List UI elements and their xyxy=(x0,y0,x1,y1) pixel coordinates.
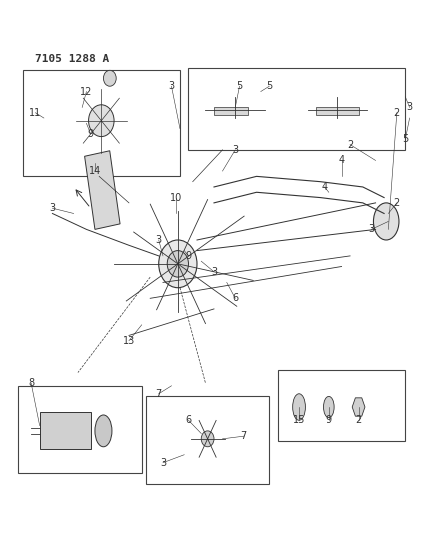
Text: 6: 6 xyxy=(232,293,238,303)
Bar xyxy=(18,386,142,473)
Text: 3: 3 xyxy=(160,458,166,467)
Text: 5: 5 xyxy=(402,134,408,144)
Text: 7: 7 xyxy=(241,431,247,441)
Text: 9: 9 xyxy=(326,415,332,425)
Bar xyxy=(188,68,405,150)
Bar xyxy=(214,108,248,115)
Text: 5: 5 xyxy=(236,81,243,91)
Text: 2: 2 xyxy=(347,140,353,150)
Text: 4: 4 xyxy=(339,156,345,165)
Bar xyxy=(278,370,405,441)
Ellipse shape xyxy=(324,397,334,418)
Circle shape xyxy=(167,251,188,277)
Circle shape xyxy=(104,70,116,86)
Text: 13: 13 xyxy=(123,336,135,346)
Ellipse shape xyxy=(374,203,399,240)
Text: 7: 7 xyxy=(156,389,162,399)
Text: 5: 5 xyxy=(266,81,272,91)
Text: 2: 2 xyxy=(394,108,400,118)
Text: 3: 3 xyxy=(407,102,413,112)
Bar xyxy=(23,70,180,176)
Text: 2: 2 xyxy=(394,198,400,208)
Text: 9: 9 xyxy=(185,251,192,261)
Bar xyxy=(146,397,269,484)
Text: 2: 2 xyxy=(355,415,362,425)
Text: 3: 3 xyxy=(168,81,175,91)
Text: 3: 3 xyxy=(49,203,56,213)
Text: 10: 10 xyxy=(169,192,182,203)
Circle shape xyxy=(159,240,197,288)
Text: 9: 9 xyxy=(88,129,94,139)
Text: 6: 6 xyxy=(185,415,192,425)
Circle shape xyxy=(201,431,214,447)
Text: 4: 4 xyxy=(321,182,327,192)
Bar xyxy=(85,151,120,229)
Text: 7105 1288 A: 7105 1288 A xyxy=(36,54,110,64)
Text: 14: 14 xyxy=(89,166,101,176)
Text: 11: 11 xyxy=(29,108,42,118)
Text: 3: 3 xyxy=(156,235,162,245)
Text: 12: 12 xyxy=(80,86,92,96)
Text: 3: 3 xyxy=(232,145,238,155)
Text: 3: 3 xyxy=(368,224,374,235)
Circle shape xyxy=(89,105,114,136)
Text: 15: 15 xyxy=(293,415,305,425)
Bar xyxy=(316,108,359,115)
Ellipse shape xyxy=(95,415,112,447)
Text: 8: 8 xyxy=(28,378,34,388)
Ellipse shape xyxy=(293,394,306,420)
Polygon shape xyxy=(352,398,365,416)
Bar xyxy=(40,413,91,449)
Text: 3: 3 xyxy=(211,267,217,277)
